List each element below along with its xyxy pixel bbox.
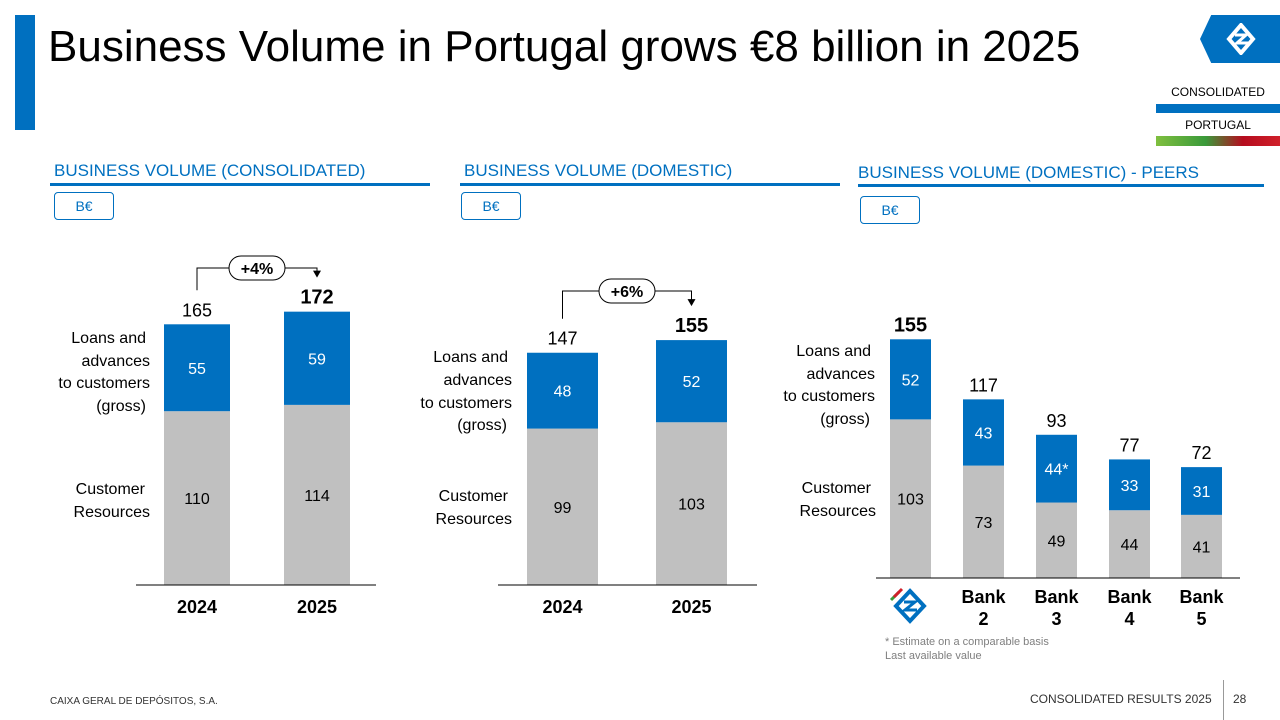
section-title-peers: BUSINESS VOLUME (DOMESTIC) - PEERS (858, 163, 1199, 182)
total-label: 117 (969, 375, 998, 395)
bar-loans (284, 311, 350, 405)
series-label-loans: Loans and advances to customers (gross) (58, 330, 150, 415)
data-label-loans: 52 (683, 374, 701, 391)
growth-label: +4% (241, 261, 273, 278)
bar-loans (890, 339, 931, 420)
unit-badge: B€ (461, 192, 521, 220)
bar-customer-resources (164, 411, 230, 585)
data-label-loans: 48 (554, 384, 572, 401)
accent-bar (15, 15, 35, 130)
series-label-loans: Loans and advances to customers (gross) (420, 349, 512, 434)
data-label-resources: 103 (897, 492, 924, 509)
series-label-resources: Customer Resources (800, 480, 876, 520)
page-number: 28 (1233, 692, 1247, 706)
growth-arrowhead (687, 299, 696, 307)
data-label-loans: 52 (902, 372, 920, 389)
bar-loans (963, 399, 1004, 466)
bar-customer-resources (963, 465, 1004, 578)
data-label-resources: 49 (1048, 533, 1066, 550)
category-label: 2024 (542, 597, 582, 617)
category-label: 2025 (297, 597, 337, 617)
total-label: 147 (547, 329, 577, 349)
tag-consolidated: CONSOLIDATED (1171, 85, 1265, 99)
bar-customer-resources (1036, 502, 1077, 578)
bar-customer-resources (656, 422, 727, 585)
bar-loans (527, 352, 598, 429)
data-label-resources: 41 (1193, 539, 1211, 556)
category-label: Bank 5 (1179, 587, 1224, 629)
bar-loans (1109, 459, 1150, 511)
data-label-loans: 59 (308, 351, 326, 368)
section-title-consolidated: BUSINESS VOLUME (CONSOLIDATED) (54, 161, 366, 180)
category-label: 2024 (177, 597, 217, 617)
growth-bubble (598, 278, 656, 304)
data-label-resources: 73 (975, 515, 993, 532)
unit-badge: B€ (860, 196, 920, 224)
series-label-loans: Loans and advances to customers (gross) (783, 343, 875, 428)
cgd-logo-icon (889, 587, 927, 624)
growth-bubble (228, 255, 286, 281)
unit-badge: B€ (54, 192, 114, 220)
note-last-value: Last available value (885, 650, 982, 662)
footer-divider (1223, 680, 1224, 720)
page-title: Business Volume in Portugal grows €8 bil… (48, 22, 1081, 71)
bar-loans (164, 324, 230, 412)
footer-report: CONSOLIDATED RESULTS 2025 (1030, 692, 1212, 706)
category-label: Bank 3 (1034, 587, 1079, 629)
data-label-loans: 33 (1121, 478, 1139, 495)
total-label: 77 (1119, 435, 1139, 455)
bar-loans (656, 340, 727, 423)
data-label-resources: 44 (1121, 537, 1139, 554)
section-line (50, 183, 430, 186)
data-label-resources: 110 (184, 491, 210, 508)
bar-loans (1036, 434, 1077, 503)
category-label: Bank 2 (961, 587, 1006, 629)
cgd-logo (1200, 15, 1280, 63)
total-label: 72 (1191, 443, 1211, 463)
tag-portugal: PORTUGAL (1185, 118, 1251, 132)
data-label-loans: 43 (975, 425, 993, 442)
data-label-loans: 44* (1044, 462, 1068, 479)
section-title-domestic: BUSINESS VOLUME (DOMESTIC) (464, 161, 733, 180)
bar-customer-resources (1109, 510, 1150, 578)
category-label: 2025 (671, 597, 711, 617)
total-label: 93 (1046, 411, 1066, 431)
section-line (858, 184, 1264, 187)
bar-customer-resources (890, 419, 931, 578)
logo-icon (1226, 23, 1256, 55)
tag-portugal-bar (1156, 136, 1280, 146)
growth-arrowhead (313, 270, 321, 278)
total-label: 172 (300, 287, 333, 309)
footer-company: CAIXA GERAL DE DEPÓSITOS, S.A. (50, 696, 218, 707)
series-label-resources: Customer Resources (74, 481, 150, 521)
series-label-resources: Customer Resources (436, 488, 512, 528)
tag-consolidated-bar (1156, 104, 1280, 113)
data-label-loans: 55 (188, 361, 206, 378)
bar-customer-resources (284, 404, 350, 585)
data-label-resources: 114 (304, 488, 330, 505)
data-label-loans: 31 (1193, 484, 1211, 501)
total-label: 165 (182, 300, 212, 320)
total-label: 155 (894, 314, 927, 336)
total-label: 155 (675, 315, 708, 337)
bar-customer-resources (527, 428, 598, 585)
bar-loans (1181, 467, 1222, 515)
bar-customer-resources (1181, 514, 1222, 578)
note-estimate: * Estimate on a comparable basis (885, 636, 1049, 648)
data-label-resources: 103 (678, 497, 705, 514)
category-label: Bank 4 (1107, 587, 1152, 629)
section-line (460, 183, 840, 186)
growth-label: +6% (611, 284, 643, 301)
data-label-resources: 99 (554, 500, 572, 517)
